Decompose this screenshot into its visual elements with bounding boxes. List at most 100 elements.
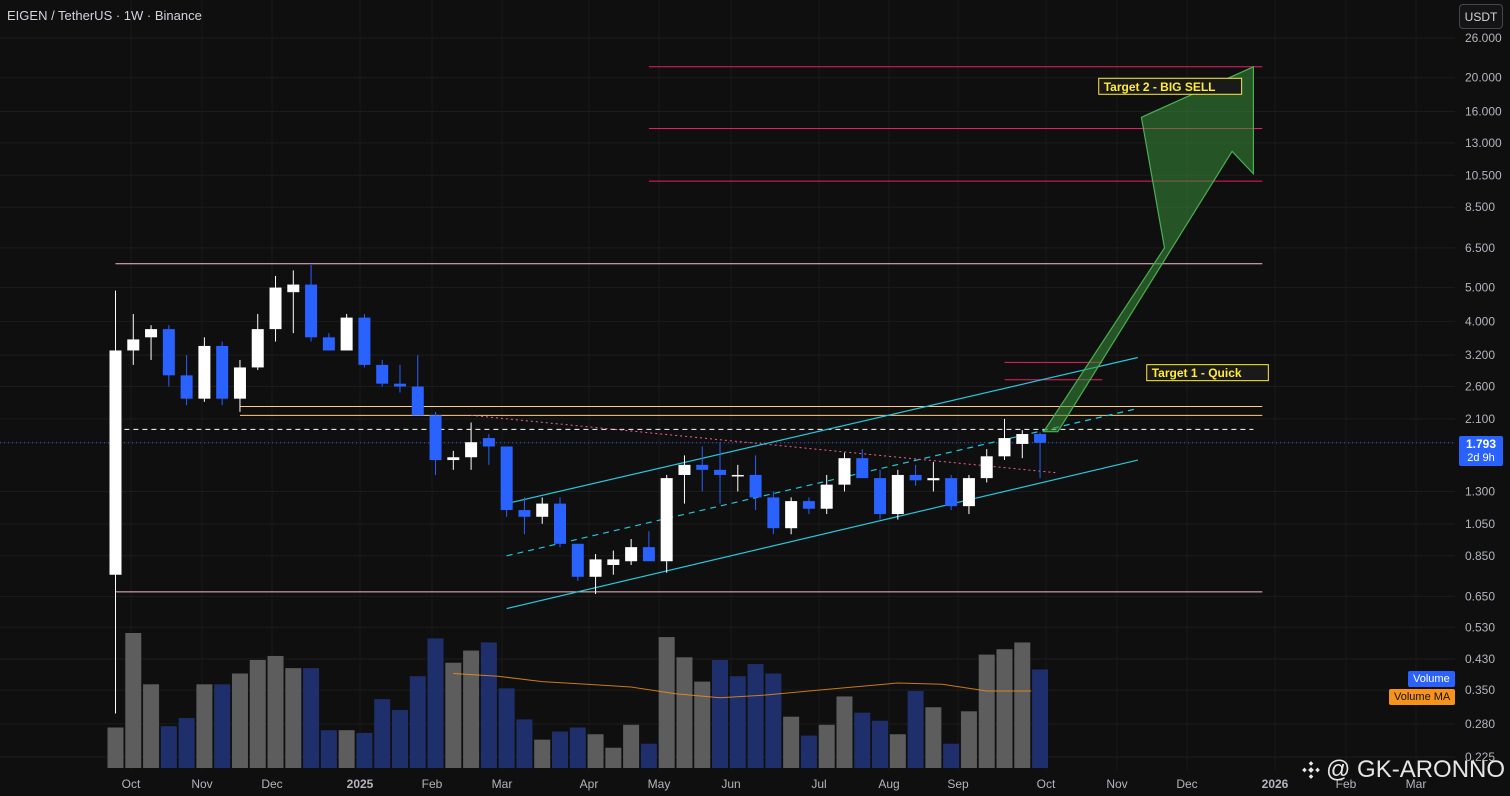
candle: [980, 449, 993, 483]
volume-bars: [107, 633, 1049, 768]
candle: [714, 442, 727, 504]
target-label-text: Target 1 - Quick: [1152, 366, 1242, 380]
candle: [802, 497, 815, 515]
volume-bar: [800, 735, 817, 768]
candle: [571, 543, 584, 581]
candle-body: [287, 284, 300, 293]
volume-bar: [303, 668, 320, 768]
price-axis-label: 26.000: [1465, 31, 1502, 45]
time-axis-label: Jul: [811, 777, 826, 791]
candle: [820, 474, 833, 515]
volume-bar: [1032, 669, 1049, 768]
candle: [180, 355, 193, 406]
candle-body: [714, 469, 727, 475]
candle-body: [429, 415, 442, 461]
candle-body: [962, 478, 975, 507]
volume-bar: [907, 691, 924, 768]
volume-bar: [125, 633, 142, 768]
volume-bar: [391, 709, 408, 768]
candle: [411, 355, 424, 416]
watermark-text: @ GK-ARONNO: [1326, 756, 1506, 783]
volume-bar: [267, 655, 284, 768]
volume-bar: [480, 642, 497, 768]
candle-body: [696, 464, 709, 470]
volume-bar: [605, 747, 622, 768]
time-axis-label: Sep: [947, 777, 969, 791]
volume-bar: [107, 727, 124, 768]
volume-bar: [196, 684, 213, 768]
price-axis-label: 0.225: [1465, 750, 1495, 764]
candle: [127, 313, 140, 365]
candle: [838, 452, 851, 492]
candle: [287, 270, 300, 334]
volume-bar: [978, 654, 995, 768]
candle: [678, 455, 691, 504]
candle: [767, 491, 780, 535]
volume-legend-tag: Volume: [1408, 671, 1455, 687]
target-label-box: [1146, 364, 1269, 382]
chart-title: EIGEN / TetherUS · 1W · Binance: [7, 8, 202, 23]
volume-bar: [231, 673, 248, 768]
time-axis-label: 2026: [1262, 777, 1289, 791]
candle: [874, 469, 887, 520]
horizontal-levels: [115, 66, 1263, 593]
candle-body: [251, 329, 264, 368]
currency-unit-button[interactable]: USDT: [1459, 4, 1503, 29]
candle-body: [393, 383, 406, 387]
candle: [376, 359, 389, 387]
price-axis-label: 0.530: [1465, 620, 1495, 634]
time-axis-label: Feb: [422, 777, 443, 791]
price-axis-label: 10.500: [1465, 168, 1502, 182]
candle-body: [376, 364, 389, 384]
candle: [482, 434, 495, 465]
channel-line: [506, 459, 1138, 610]
volume-bar: [712, 660, 729, 768]
candle: [607, 550, 620, 575]
candle: [785, 497, 798, 535]
candle-body: [589, 559, 602, 577]
descending-trend-line: [471, 414, 1058, 474]
volume-bar: [729, 676, 746, 768]
price-axis-label: 0.350: [1465, 683, 1495, 697]
candle-body: [198, 345, 211, 399]
candle: [642, 531, 655, 562]
time-axis-label: Dec: [261, 777, 282, 791]
candle: [500, 446, 513, 517]
candle-body: [927, 478, 940, 481]
volume-bar: [356, 732, 373, 768]
price-axis-label: 0.650: [1465, 589, 1495, 603]
volume-bar: [374, 699, 391, 768]
candle-body: [625, 547, 638, 562]
candle-body: [482, 438, 495, 447]
candle-body: [1034, 434, 1047, 443]
candle-body: [767, 497, 780, 529]
price-axis-label: 1.050: [1465, 517, 1495, 531]
price-axis-label: 0.280: [1465, 717, 1495, 731]
price-axis-label: 3.200: [1465, 348, 1495, 362]
candle-body: [856, 458, 869, 479]
time-axis-label: Feb: [1336, 777, 1357, 791]
candle-body: [127, 339, 140, 351]
channel-line: [506, 356, 1138, 505]
volume-bar: [214, 684, 231, 768]
candle: [625, 538, 638, 565]
candle: [927, 461, 940, 492]
time-axis-label: May: [648, 777, 671, 791]
volume-bar: [249, 660, 266, 768]
candle-body: [180, 375, 193, 399]
volume-bar: [320, 730, 337, 768]
candle-body: [731, 474, 744, 477]
candle-body: [1016, 434, 1029, 444]
candle: [233, 359, 246, 412]
current-price-value: 1.793: [1465, 437, 1497, 451]
volume-bar: [1014, 642, 1031, 768]
volume-bar: [569, 727, 586, 768]
candle: [518, 497, 531, 535]
candle-body: [820, 484, 833, 509]
volume-ma-line: [453, 673, 1032, 699]
price-axis-label: 20.000: [1465, 71, 1502, 85]
candle: [162, 325, 175, 387]
volume-bar: [943, 743, 960, 768]
